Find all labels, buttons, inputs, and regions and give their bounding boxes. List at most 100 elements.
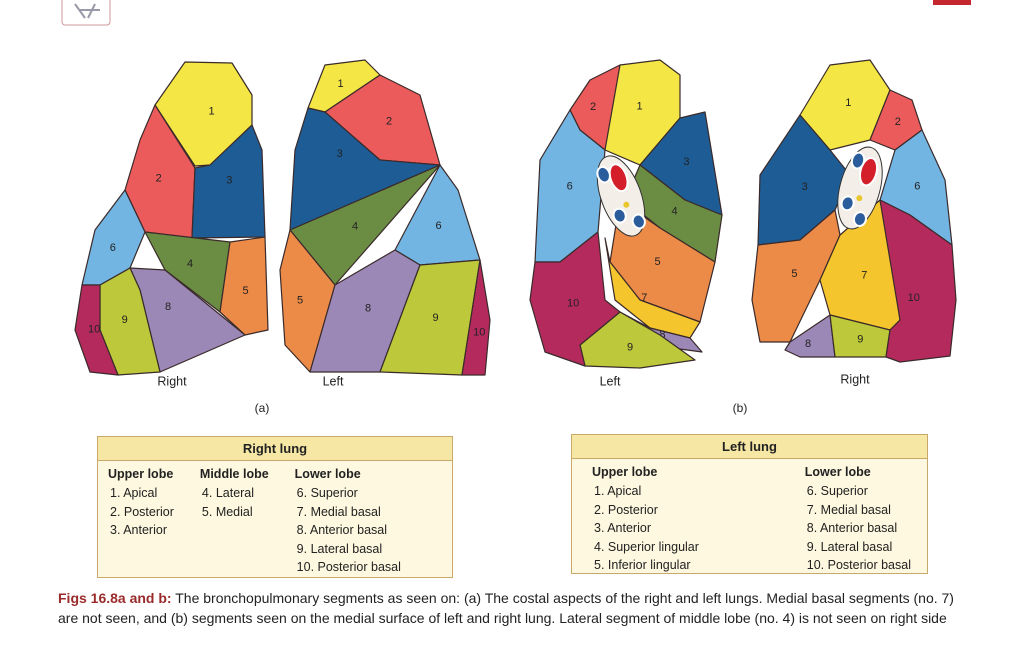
segment-number: 7	[641, 292, 647, 304]
lung-segment	[869, 89, 923, 151]
segment-number: 5	[791, 268, 797, 280]
lung-label: Left	[323, 374, 344, 388]
segment-number: 4	[187, 258, 193, 270]
segment-number: 6	[567, 180, 573, 192]
vein	[596, 165, 611, 184]
lung-label: Right	[157, 374, 187, 388]
segment-item: 10. Posterior basal	[296, 560, 401, 574]
segment-item: 5. Inferior lingular	[594, 558, 691, 572]
segment-number: 2	[895, 116, 901, 128]
segment-item: 6. Superior	[296, 486, 358, 500]
lung: 1 2 3 5 6 7 8 9 10	[751, 59, 957, 363]
lung-segment	[604, 237, 701, 339]
lung-label: Right	[840, 372, 870, 386]
column-heading: Lower lobe	[804, 465, 871, 479]
segment-number: 4	[671, 206, 677, 218]
page-marker	[933, 0, 971, 5]
table-column: Lower lobe 6. Superior 7. Medial basal 8. A…	[295, 467, 401, 577]
segment-number: 10	[473, 326, 485, 338]
lung-segment	[219, 236, 269, 336]
segment-item: 7. Medial basal	[806, 502, 891, 517]
figure: 1 2 3 4 5 6 8 9 10 Right 1 2 3 4 5 6 8 9 10 Left (a) 1 2 3 4 5 6 7 8…	[61, 0, 971, 415]
segment-number: 2	[386, 115, 392, 127]
segment-number: 9	[857, 334, 863, 346]
column-heading: Middle lobe	[199, 467, 269, 481]
table-title: Right lung	[98, 437, 452, 461]
segment-item: 3. Anterior	[110, 523, 167, 537]
segment-number: 5	[297, 294, 303, 306]
column-heading: Upper lobe	[108, 467, 174, 481]
segment-number: 3	[226, 174, 232, 186]
lung: 1 2 3 4 5 6 8 9 10	[74, 61, 269, 376]
lung-label: Left	[600, 374, 621, 388]
lung-segment	[784, 314, 836, 358]
table-column: Upper lobe 1. Apical 2. Posterior 3. Anteri…	[108, 467, 174, 577]
segment-number: 8	[365, 303, 371, 315]
table-column: Lower lobe 6. Superior 7. Medial basal 8. A…	[805, 465, 917, 575]
lung-segment	[74, 284, 119, 376]
segment-item: 9. Lateral basal	[296, 541, 383, 556]
segment-number: 2	[156, 173, 162, 185]
segment-item: 5. Medial	[201, 504, 253, 519]
vein	[852, 211, 868, 227]
segment-item: 2. Posterior	[110, 504, 174, 519]
segment-number: 6	[436, 220, 442, 232]
segment-table: Right lung Upper lobe 1. Apical 2. Posterio…	[97, 436, 453, 578]
segment-item: 1. Apical	[110, 486, 158, 500]
segment-item: 8. Anterior basal	[806, 521, 898, 535]
vein	[612, 207, 627, 224]
segment-number: 8	[165, 301, 171, 313]
segment-number: 6	[110, 242, 116, 254]
column-heading: Upper lobe	[592, 465, 658, 479]
segment-item: 4. Superior lingular	[594, 539, 699, 554]
artery	[858, 156, 879, 187]
caption: Figs 16.8a and b: The bronchopulmonary s…	[58, 588, 978, 628]
panel-label: (a)	[255, 401, 270, 415]
segment-item: 10. Posterior basal	[806, 558, 911, 572]
segment-item: 6. Superior	[806, 484, 868, 498]
icon	[61, 0, 111, 26]
node	[623, 201, 630, 208]
table-title: Left lung	[572, 435, 927, 459]
segment-number: 8	[805, 338, 811, 350]
segment-item: 2. Posterior	[594, 502, 658, 517]
segment-number: 4	[352, 221, 358, 233]
panel-label: (b)	[733, 401, 748, 415]
segment-number: 5	[243, 285, 249, 297]
segment-number: 3	[337, 148, 343, 160]
segment-number: 1	[209, 105, 215, 117]
segment-number: 7	[861, 270, 867, 282]
segment-number: 2	[590, 101, 596, 113]
segment-number: 10	[567, 297, 579, 309]
lung-segment	[461, 259, 491, 376]
segment-number: 9	[122, 314, 128, 326]
segment-number: 8	[659, 329, 665, 341]
node	[856, 195, 863, 202]
hilum	[837, 146, 883, 230]
segment-item: 4. Lateral	[201, 486, 255, 500]
segment-item: 3. Anterior	[594, 521, 651, 535]
lung: 1 2 3 4 5 6 8 9 10	[279, 59, 491, 376]
vein	[840, 195, 855, 212]
segment-number: 9	[432, 312, 438, 324]
caption-text: The bronchopulmonary segments as seen on…	[58, 590, 954, 626]
table-column: Middle lobe 4. Lateral 5. Medial	[200, 467, 269, 577]
segment-number: 10	[908, 292, 920, 304]
segment-number: 1	[845, 97, 851, 109]
segment-number: 1	[637, 100, 643, 112]
icon-figure	[74, 3, 100, 19]
artery	[608, 163, 629, 193]
segment-table: Left lung Upper lobe 1. Apical 2. Posterior…	[571, 434, 928, 574]
table-columns: Upper lobe 1. Apical 2. Posterior 3. Anteri…	[572, 459, 927, 579]
segment-number: 5	[654, 256, 660, 268]
column-heading: Lower lobe	[294, 467, 361, 481]
table-column: Upper lobe 1. Apical 2. Posterior 3. Anteri…	[592, 465, 699, 575]
lung-segment	[879, 199, 957, 363]
lung-segment	[154, 61, 253, 167]
segment-item: 8. Anterior basal	[296, 523, 388, 537]
segment-number: 3	[802, 181, 808, 193]
segment-item: 7. Medial basal	[296, 504, 381, 519]
segment-number: 10	[88, 323, 100, 335]
segment-item: 1. Apical	[594, 484, 642, 498]
